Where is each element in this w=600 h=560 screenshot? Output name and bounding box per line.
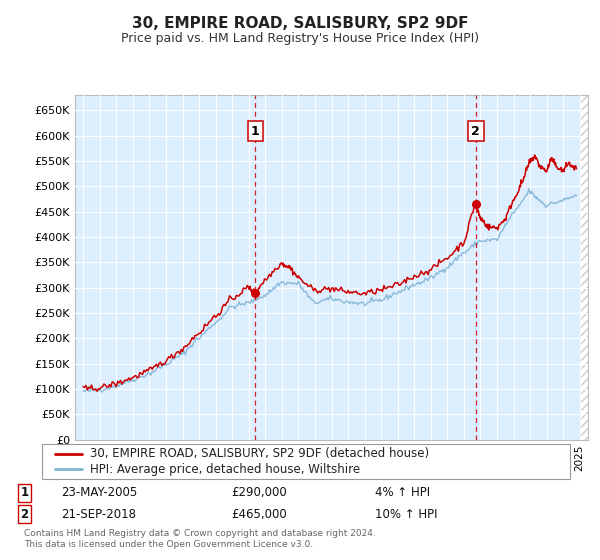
Text: £465,000: £465,000 <box>231 507 287 521</box>
Text: 2: 2 <box>20 507 29 521</box>
Text: 23-MAY-2005: 23-MAY-2005 <box>61 486 137 500</box>
Text: 2: 2 <box>472 125 480 138</box>
Text: 21-SEP-2018: 21-SEP-2018 <box>61 507 136 521</box>
Text: HPI: Average price, detached house, Wiltshire: HPI: Average price, detached house, Wilt… <box>89 463 359 475</box>
Text: 1: 1 <box>251 125 260 138</box>
Text: 30, EMPIRE ROAD, SALISBURY, SP2 9DF (detached house): 30, EMPIRE ROAD, SALISBURY, SP2 9DF (det… <box>89 447 428 460</box>
Text: 4% ↑ HPI: 4% ↑ HPI <box>375 486 430 500</box>
Text: 1: 1 <box>20 486 29 500</box>
Text: 10% ↑ HPI: 10% ↑ HPI <box>375 507 437 521</box>
FancyBboxPatch shape <box>42 444 570 479</box>
Bar <box>580 95 588 440</box>
Text: Contains HM Land Registry data © Crown copyright and database right 2024.
This d: Contains HM Land Registry data © Crown c… <box>24 529 376 549</box>
Text: 30, EMPIRE ROAD, SALISBURY, SP2 9DF: 30, EMPIRE ROAD, SALISBURY, SP2 9DF <box>132 16 468 31</box>
Text: Price paid vs. HM Land Registry's House Price Index (HPI): Price paid vs. HM Land Registry's House … <box>121 32 479 45</box>
Text: £290,000: £290,000 <box>231 486 287 500</box>
